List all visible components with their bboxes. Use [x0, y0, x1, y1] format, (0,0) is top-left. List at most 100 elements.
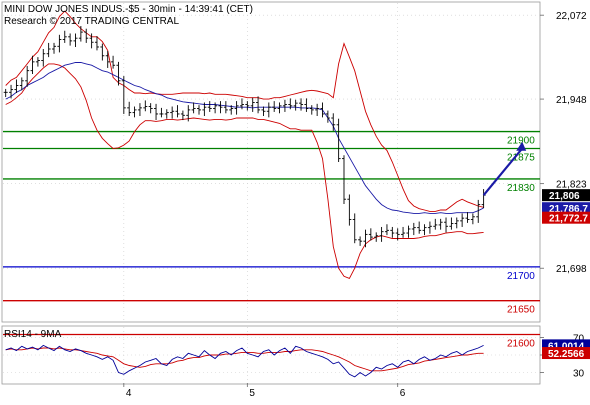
price-bar — [368, 228, 373, 241]
price-badge-label: 21,772.7 — [549, 214, 588, 225]
price-bar — [374, 232, 379, 242]
price-bar — [438, 218, 443, 230]
price-bar — [341, 155, 346, 204]
price-bar — [433, 218, 438, 230]
rsi-layer — [5, 344, 484, 378]
level-label-21700: 21700 — [507, 271, 535, 282]
price-bar — [336, 118, 341, 162]
y-tick-label-2: 21,823 — [556, 180, 587, 191]
price-bar — [3, 88, 8, 98]
price-bar — [299, 98, 304, 111]
price-bar — [470, 213, 475, 225]
price-bar — [401, 226, 406, 238]
levels-layer: 21900 21875 21830 21700 21650 21600 — [3, 130, 540, 350]
price-bar — [315, 103, 320, 116]
price-bar — [14, 79, 19, 93]
price-bar — [121, 76, 126, 114]
price-badge-label: 21,806 — [549, 191, 580, 202]
price-bar — [293, 99, 298, 111]
price-bar — [186, 105, 191, 122]
price-bar — [25, 65, 30, 87]
price-bar — [62, 30, 67, 43]
price-bar — [229, 105, 234, 115]
price-badge-1: 21,786.7 — [542, 202, 590, 215]
level-label-21875: 21875 — [507, 152, 535, 163]
price-bar — [127, 101, 132, 116]
price-bar — [234, 101, 239, 115]
header-title: MINI DOW JONES INDUS.-$5 - 30min - 14:39… — [4, 4, 253, 15]
price-bar — [390, 226, 395, 238]
rsi-title: RSI14 - 9MA — [4, 329, 62, 340]
main-panel-frame — [1, 1, 541, 323]
header-copyright: Research © 2017 TRADING CENTRAL — [4, 16, 179, 27]
price-bar — [170, 106, 175, 119]
price-bar — [384, 224, 389, 236]
price-bar — [325, 110, 330, 123]
level-label-21900: 21900 — [507, 136, 535, 147]
price-bar — [213, 102, 218, 114]
price-layer — [3, 26, 486, 248]
price-bar — [277, 102, 282, 114]
price-bar — [100, 43, 105, 61]
grid-layer — [3, 3, 540, 383]
y-tick-label-0: 22,072 — [556, 11, 587, 22]
price-bar — [223, 101, 228, 114]
price-bar — [73, 33, 78, 47]
rsi-badge-label: 52.2566 — [548, 349, 585, 360]
price-bar — [175, 105, 180, 118]
price-bar — [52, 42, 57, 54]
rsi-badge-box — [542, 347, 590, 360]
price-bar — [9, 84, 14, 99]
price-bar — [180, 110, 185, 121]
price-bar — [422, 224, 427, 236]
price-bar — [111, 55, 116, 69]
price-bar — [164, 109, 169, 119]
price-bar — [89, 33, 94, 49]
price-bar — [411, 222, 416, 236]
rsi-tick-label-2: 30 — [573, 369, 585, 380]
price-bar — [363, 229, 368, 248]
rsi-line — [5, 344, 484, 378]
price-bar — [444, 217, 449, 233]
price-bar — [272, 101, 277, 112]
rsi-ma-line — [5, 347, 484, 372]
price-bar — [78, 26, 83, 42]
price-bar — [379, 226, 384, 242]
price-bar — [358, 236, 363, 246]
price-bar — [395, 228, 400, 241]
price-bar — [68, 33, 73, 46]
price-bar — [320, 102, 325, 118]
price-bar — [148, 103, 153, 114]
price-bar — [266, 102, 271, 118]
price-bar — [245, 101, 250, 111]
rsi-tick-label-0: 70 — [573, 334, 585, 345]
price-bar — [261, 106, 266, 116]
level-label-21650: 21650 — [507, 305, 535, 316]
x-tick-label-2: 6 — [400, 388, 406, 399]
price-bar — [309, 105, 314, 115]
price-bar — [197, 105, 202, 115]
price-bar — [406, 225, 411, 238]
price-bar — [154, 103, 159, 121]
price-badge-2: 21,772.7 — [542, 211, 590, 225]
arrow-layer — [482, 141, 527, 196]
price-bar — [35, 57, 40, 67]
moving-average-layer — [5, 62, 484, 214]
price-bar — [159, 107, 164, 118]
price-bar — [30, 55, 35, 75]
rsi-badge-label: 61.0014 — [548, 341, 585, 352]
price-bar — [132, 106, 137, 118]
y-tick-label-3: 21,698 — [556, 264, 587, 275]
y-tick-label-1: 21,948 — [556, 95, 587, 106]
price-bar — [288, 98, 293, 110]
forecast-arrow-head — [516, 141, 527, 151]
x-tick-label-1: 5 — [249, 388, 255, 399]
price-bar — [331, 113, 336, 131]
price-bar — [427, 221, 432, 234]
level-label-21830: 21830 — [507, 183, 535, 194]
price-badge-box — [542, 189, 590, 202]
price-bar — [19, 77, 24, 91]
